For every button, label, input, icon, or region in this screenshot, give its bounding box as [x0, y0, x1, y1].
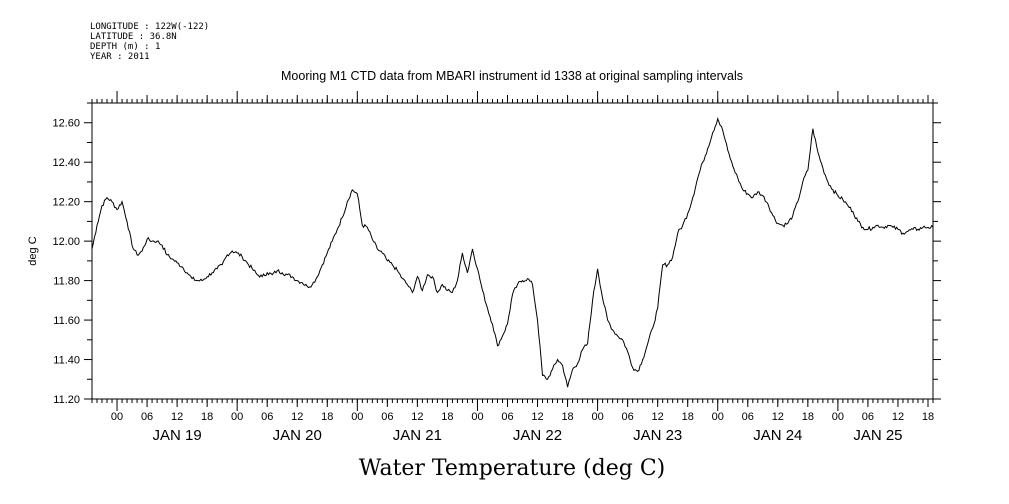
x-tick-label: 18 [441, 411, 453, 423]
x-tick-label: 18 [922, 411, 934, 423]
x-tick-label: 00 [111, 411, 123, 423]
latitude-label: LATITUDE : 36.8N [90, 32, 177, 42]
x-tick-label: 18 [802, 411, 814, 423]
x-tick-label: 18 [682, 411, 694, 423]
x-tick-label: 06 [622, 411, 634, 423]
x-tick-label: 06 [261, 411, 273, 423]
day-label: JAN 23 [633, 427, 682, 444]
x-tick-label: 18 [321, 411, 333, 423]
day-label: JAN 22 [513, 427, 562, 444]
y-tick-label: 12.60 [52, 118, 80, 130]
y-axis: 11.20 11.40 11.60 11.80 12.00 12.20 12.40 12.60 [52, 102, 941, 406]
x-tick-label: 12 [171, 411, 183, 423]
y-tick-label: 11.20 [53, 394, 80, 406]
x-tick-label: 00 [712, 411, 724, 423]
x-tick-label: 18 [201, 411, 213, 423]
x-tick-label: 00 [591, 411, 603, 423]
x-tick-label: 06 [742, 411, 754, 423]
day-label: JAN 24 [753, 427, 802, 444]
longitude-label: LONGITUDE : 122W(-122) [90, 22, 209, 32]
day-label: JAN 25 [853, 427, 902, 444]
depth-label: DEPTH (m) : 1 [90, 42, 160, 52]
x-tick-label: 12 [291, 411, 303, 423]
x-axis: 00 06 12 18 00 06 12 18 00 06 12 18 00 06 12 18 00 06 12 18… [111, 91, 934, 423]
day-label: JAN 19 [152, 427, 201, 444]
x-tick-label: 12 [411, 411, 423, 423]
y-tick-label: 11.60 [53, 315, 80, 327]
x-tick-label: 06 [141, 411, 153, 423]
y-axis-label: deg C [27, 236, 39, 265]
x-axis-label: Water Temperature (deg C) [359, 456, 666, 481]
x-tick-label: 06 [381, 411, 393, 423]
series-line [91, 117, 934, 388]
minor-x-ticks [91, 99, 934, 403]
y-tick-label: 12.20 [52, 197, 80, 209]
day-label: JAN 21 [393, 427, 442, 444]
x-tick-label: 12 [531, 411, 543, 423]
year-label: YEAR : 2011 [90, 52, 150, 62]
chart-title: Mooring M1 CTD data from MBARI instrumen… [281, 69, 743, 83]
day-label: JAN 20 [273, 427, 322, 444]
x-tick-label: 00 [231, 411, 243, 423]
day-labels: JAN 19 JAN 20 JAN 21 JAN 22 JAN 23 JAN 24 JAN … [152, 427, 902, 444]
y-tick-label: 11.40 [53, 355, 80, 367]
x-tick-label: 12 [892, 411, 904, 423]
plot-frame [91, 102, 934, 400]
x-tick-label: 06 [501, 411, 513, 423]
y-tick-label: 11.80 [53, 276, 80, 288]
y-tick-label: 12.00 [52, 236, 80, 248]
x-tick-label: 00 [351, 411, 363, 423]
y-tick-label: 12.40 [52, 157, 80, 169]
x-tick-label: 00 [471, 411, 483, 423]
x-tick-label: 06 [862, 411, 874, 423]
x-tick-label: 12 [772, 411, 784, 423]
x-tick-label: 00 [832, 411, 844, 423]
x-tick-label: 12 [652, 411, 664, 423]
x-tick-label: 18 [561, 411, 573, 423]
